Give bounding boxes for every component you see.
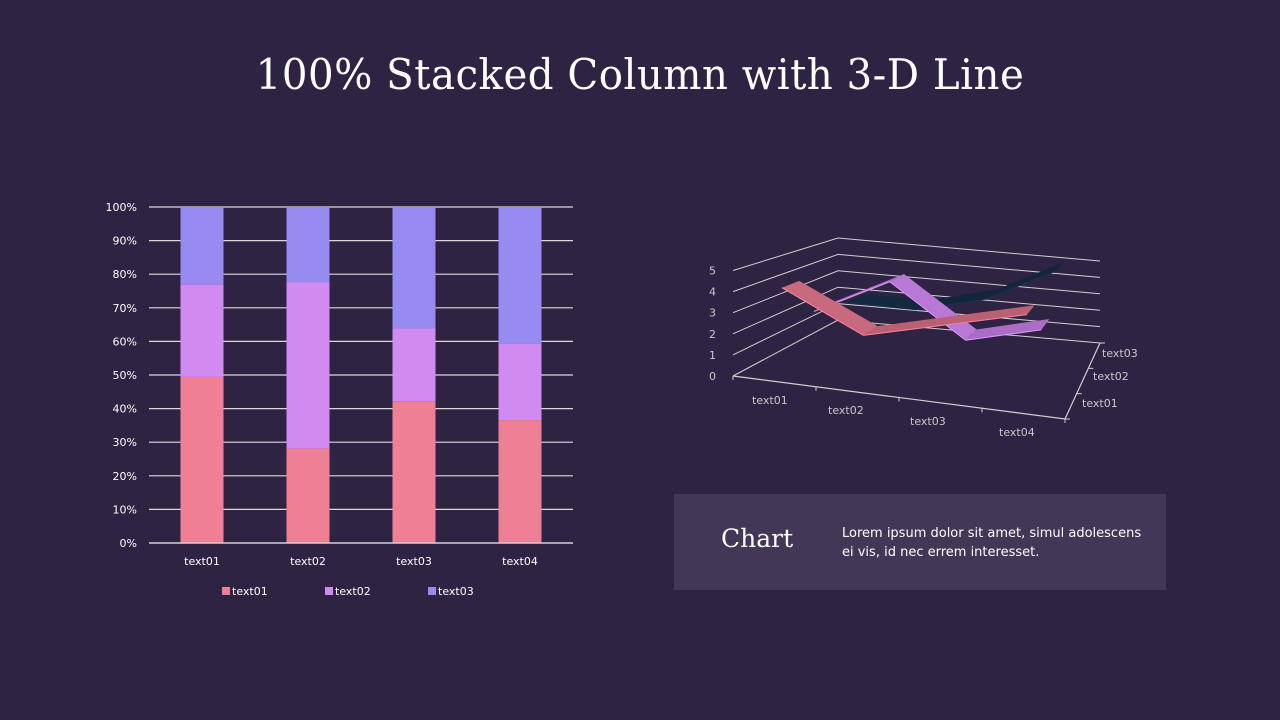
legend-label: text01 — [232, 585, 268, 598]
y-tick-label: 100% — [106, 201, 137, 214]
3d-ribbon-edge — [845, 302, 917, 311]
legend-swatch — [325, 587, 333, 595]
3d-line-series-text02[interactable] — [813, 274, 1050, 341]
3d-ribbon-segment — [965, 318, 1050, 341]
3d-y-tick-label: 4 — [709, 286, 716, 299]
3d-y-tick-label: 3 — [709, 307, 716, 320]
3d-y-tick-label: 0 — [709, 370, 716, 383]
3d-ribbon-segment — [916, 289, 998, 310]
3d-gridline — [732, 253, 1101, 293]
legend-label: text03 — [438, 585, 474, 598]
3d-x-tick-label: text02 — [828, 404, 864, 417]
x-tick-label: text01 — [184, 555, 220, 568]
3d-gridline — [732, 303, 1101, 356]
3d-y-tick-label: 5 — [709, 265, 716, 278]
bar-segment-text02[interactable] — [286, 282, 330, 449]
bar-segment-text02[interactable] — [180, 284, 224, 377]
y-tick-label: 40% — [113, 403, 137, 416]
3d-depth-label: text02 — [1093, 370, 1129, 383]
legend-item-text01[interactable]: text01 — [222, 585, 268, 598]
y-tick-label: 80% — [113, 268, 137, 281]
y-tick-label: 0% — [120, 537, 137, 550]
legend-label: text02 — [335, 585, 371, 598]
3d-ribbon-segment — [781, 280, 878, 336]
x-tick-label: text03 — [396, 555, 432, 568]
y-tick-label: 60% — [113, 335, 137, 348]
legend-swatch — [222, 587, 230, 595]
bar-segment-text01[interactable] — [498, 420, 542, 543]
3d-depth-label: text01 — [1082, 397, 1118, 410]
3d-ribbon-segment — [846, 293, 931, 310]
3d-gridline — [732, 286, 1101, 335]
legend-swatch — [428, 587, 436, 595]
column-text03[interactable] — [392, 207, 436, 543]
legend-item-text02[interactable]: text02 — [325, 585, 371, 598]
bar-segment-text01[interactable] — [286, 448, 330, 543]
3d-ribbon-edge — [813, 281, 890, 312]
3d-line-series-text03[interactable] — [845, 261, 1064, 311]
stacked-column-chart: 0% 10% 20% 30% 40% 50% 60% 70% 80% 90% 100% text01 t… — [106, 201, 573, 598]
column-text02[interactable] — [286, 207, 330, 543]
x-tick-label: text04 — [502, 555, 538, 568]
3d-ribbon-segment — [889, 274, 977, 341]
3d-ribbon-edge — [889, 281, 966, 341]
3d-gridline — [732, 270, 1101, 314]
bar-segment-text03[interactable] — [498, 207, 542, 344]
bar-segment-text03[interactable] — [286, 207, 330, 283]
legend-item-text03[interactable]: text03 — [428, 585, 474, 598]
info-heading: Chart — [721, 524, 794, 553]
3d-ribbon-edge — [863, 324, 946, 336]
info-text: Lorem ipsum dolor sit amet, simul adoles… — [842, 526, 1142, 560]
y-tick-label: 20% — [113, 470, 137, 483]
3d-line-series-text01[interactable] — [781, 280, 1035, 336]
3d-y-tick-label: 1 — [709, 349, 716, 362]
3d-y-tick-label: 2 — [709, 328, 716, 341]
3d-ribbon-edge — [965, 329, 1042, 341]
y-tick-label: 10% — [113, 503, 137, 516]
3d-ribbon-edge — [985, 270, 1057, 300]
bar-segment-text02[interactable] — [498, 343, 542, 421]
3d-ribbon-segment — [863, 315, 957, 336]
3d-ribbon-edge — [781, 287, 864, 336]
3d-ribbon-edge — [945, 314, 1027, 326]
bar-segment-text03[interactable] — [392, 207, 436, 329]
page-title: 100% Stacked Column with 3-D Line — [255, 50, 1025, 99]
bar-segment-text01[interactable] — [180, 376, 224, 543]
bar-segment-text02[interactable] — [392, 328, 436, 402]
y-tick-label: 30% — [113, 436, 137, 449]
3d-ribbon-segment — [945, 305, 1035, 326]
bar-segment-text03[interactable] — [180, 207, 224, 285]
column-text04[interactable] — [498, 207, 542, 543]
bar-segment-text01[interactable] — [392, 401, 436, 543]
3d-x-tick-label: text01 — [752, 394, 788, 407]
3d-gridline — [732, 319, 1101, 377]
3d-ribbon-segment — [986, 261, 1064, 300]
column-text01[interactable] — [180, 207, 224, 543]
3d-x-tick-label: text03 — [910, 415, 946, 428]
info-box: Chart Lorem ipsum dolor sit amet, simul … — [674, 494, 1166, 590]
y-tick-label: 50% — [113, 369, 137, 382]
3d-depth-label: text03 — [1102, 347, 1138, 360]
3d-floor-edge — [732, 342, 1101, 420]
y-tick-label: 70% — [113, 302, 137, 315]
3d-ribbon-segment — [813, 274, 904, 312]
x-tick-label: text02 — [290, 555, 326, 568]
3d-x-tick-label: text04 — [999, 426, 1035, 439]
y-tick-label: 90% — [113, 235, 137, 248]
3d-gridline — [732, 237, 1101, 271]
3d-ribbon-edge — [915, 298, 987, 311]
